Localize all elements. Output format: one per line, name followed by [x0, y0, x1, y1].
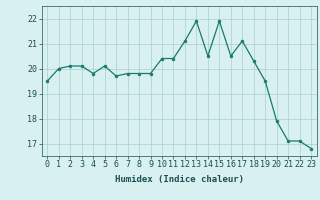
X-axis label: Humidex (Indice chaleur): Humidex (Indice chaleur): [115, 175, 244, 184]
